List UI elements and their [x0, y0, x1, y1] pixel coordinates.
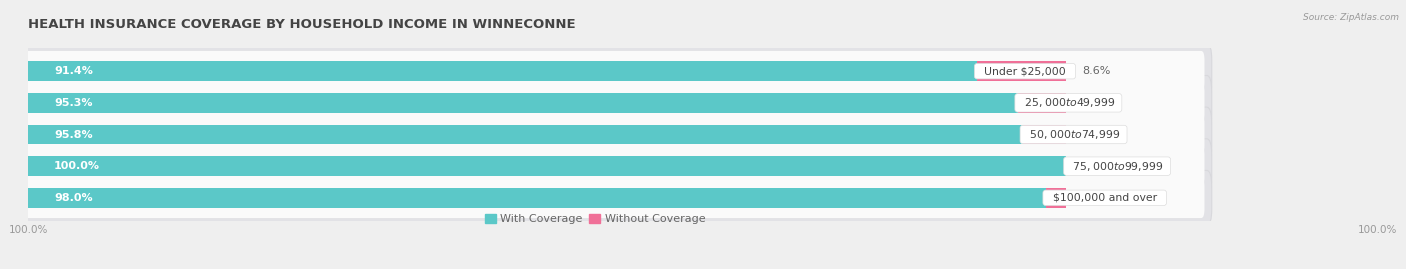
FancyBboxPatch shape: [18, 44, 1212, 98]
Text: 8.6%: 8.6%: [1083, 66, 1111, 76]
Text: $75,000 to $99,999: $75,000 to $99,999: [1066, 160, 1168, 173]
Text: 4.2%: 4.2%: [1083, 129, 1111, 140]
Text: 91.4%: 91.4%: [53, 66, 93, 76]
Text: 0.0%: 0.0%: [1083, 161, 1111, 171]
Text: Under $25,000: Under $25,000: [977, 66, 1073, 76]
Bar: [977, 61, 1066, 81]
Text: $50,000 to $74,999: $50,000 to $74,999: [1022, 128, 1125, 141]
Bar: [28, 93, 1018, 113]
Text: Source: ZipAtlas.com: Source: ZipAtlas.com: [1303, 13, 1399, 22]
Text: 2.0%: 2.0%: [1083, 193, 1111, 203]
Text: 4.7%: 4.7%: [1083, 98, 1111, 108]
FancyBboxPatch shape: [18, 76, 1212, 130]
Text: 95.8%: 95.8%: [53, 129, 93, 140]
Bar: [28, 188, 1046, 208]
Bar: [1046, 188, 1066, 208]
Legend: With Coverage, Without Coverage: With Coverage, Without Coverage: [481, 210, 710, 229]
Text: 95.3%: 95.3%: [53, 98, 93, 108]
Text: $25,000 to $49,999: $25,000 to $49,999: [1018, 96, 1119, 109]
Bar: [28, 61, 977, 81]
Bar: [1022, 125, 1066, 144]
Bar: [28, 125, 1022, 144]
FancyBboxPatch shape: [25, 146, 1205, 186]
Text: 98.0%: 98.0%: [53, 193, 93, 203]
FancyBboxPatch shape: [25, 83, 1205, 123]
Text: $100,000 and over: $100,000 and over: [1046, 193, 1164, 203]
Text: 100.0%: 100.0%: [53, 161, 100, 171]
Bar: [1018, 93, 1066, 113]
FancyBboxPatch shape: [25, 178, 1205, 218]
Text: HEALTH INSURANCE COVERAGE BY HOUSEHOLD INCOME IN WINNECONNE: HEALTH INSURANCE COVERAGE BY HOUSEHOLD I…: [28, 18, 575, 31]
FancyBboxPatch shape: [18, 171, 1212, 225]
FancyBboxPatch shape: [18, 107, 1212, 162]
FancyBboxPatch shape: [18, 139, 1212, 193]
Bar: [28, 156, 1066, 176]
FancyBboxPatch shape: [25, 114, 1205, 155]
FancyBboxPatch shape: [25, 51, 1205, 91]
